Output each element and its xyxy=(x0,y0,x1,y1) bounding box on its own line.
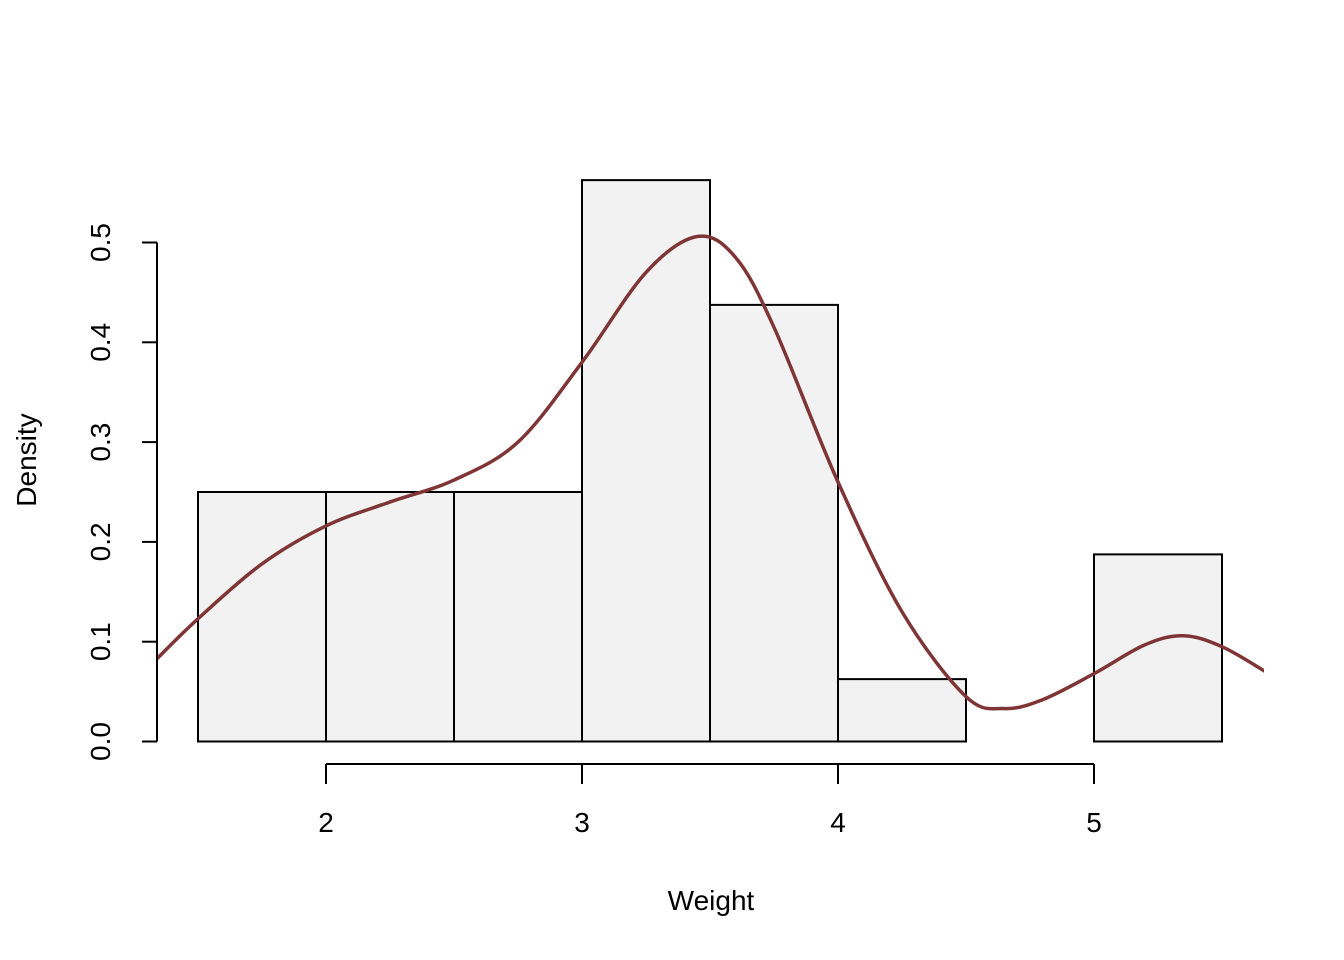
y-tick-label: 0.0 xyxy=(85,722,116,761)
histogram-bars xyxy=(197,179,1223,743)
x-axis: 2 3 4 5 xyxy=(318,763,1102,838)
histogram-bar xyxy=(453,491,583,743)
histogram-bar xyxy=(709,303,839,743)
y-tick-label: 0.3 xyxy=(85,423,116,462)
histogram-bar xyxy=(581,179,711,743)
histogram-bar xyxy=(1093,553,1223,743)
x-tick-label: 3 xyxy=(574,807,590,838)
y-axis: 0.0 0.1 0.2 0.3 0.4 0.5 xyxy=(85,223,158,761)
histogram-bar xyxy=(197,491,327,743)
x-tick-label: 4 xyxy=(830,807,846,838)
x-axis-title: Weight xyxy=(668,885,755,916)
y-tick-label: 0.5 xyxy=(85,223,116,262)
y-axis-title: Density xyxy=(11,413,42,506)
histogram-bar xyxy=(325,491,455,743)
x-tick-label: 5 xyxy=(1086,807,1102,838)
x-tick-label: 2 xyxy=(318,807,334,838)
y-tick-label: 0.2 xyxy=(85,522,116,561)
histogram-bar xyxy=(837,678,967,743)
density-curve xyxy=(157,234,1264,711)
y-tick-label: 0.1 xyxy=(85,622,116,661)
y-tick-label: 0.4 xyxy=(85,323,116,362)
